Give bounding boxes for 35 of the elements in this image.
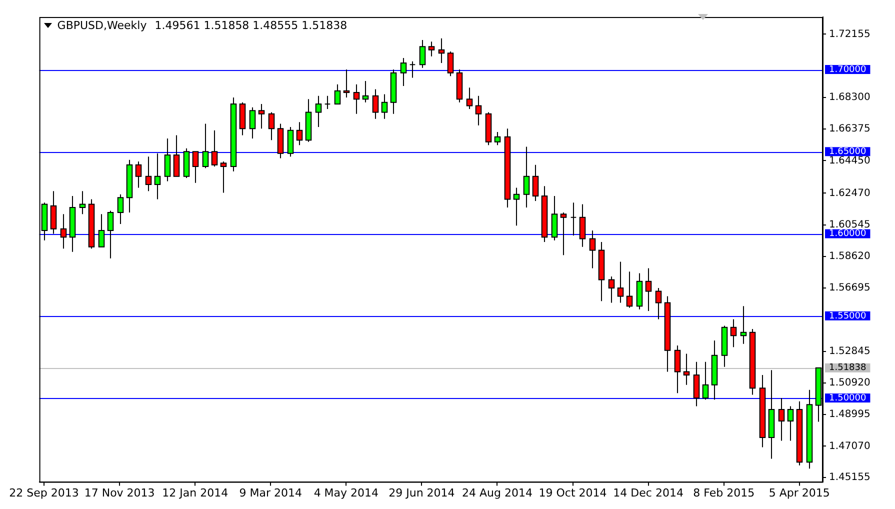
x-tick-label: 12 Jan 2014 — [162, 486, 228, 500]
ref-line-label: 1.65000 — [829, 147, 866, 158]
y-tick-label: 1.66375 — [829, 124, 870, 135]
x-tick-label: 24 Aug 2014 — [462, 486, 532, 500]
x-tick-label: 22 Sep 2013 — [9, 486, 79, 500]
x-tick-label: 29 Jun 2014 — [388, 486, 455, 500]
y-tick-label: 1.60545 — [829, 219, 870, 230]
y-tick-label: 1.62470 — [829, 188, 870, 199]
x-tick-label: 19 Oct 2014 — [538, 486, 607, 500]
ref-line-label: 1.60000 — [829, 229, 866, 240]
x-tick-label: 5 Apr 2015 — [768, 486, 830, 500]
y-tick-label: 1.72155 — [829, 28, 870, 40]
y-tick-label: 1.68300 — [829, 92, 870, 104]
candlestick — [570, 202, 577, 236]
y-tick-label: 1.52845 — [829, 346, 870, 357]
x-tick-label: 9 Mar 2014 — [239, 486, 302, 500]
x-tick-label: 8 Feb 2015 — [693, 486, 755, 500]
chart-title: GBPUSD,Weekly — [57, 18, 148, 32]
x-tick-label: 17 Nov 2013 — [84, 486, 155, 500]
ref-line-label: 1.50000 — [829, 393, 866, 404]
ref-line-label: 1.70000 — [829, 64, 866, 75]
y-tick-label: 1.45155 — [829, 472, 870, 484]
candlestick — [409, 60, 416, 78]
x-tick-label: 4 May 2014 — [314, 486, 379, 500]
y-tick-label: 1.58620 — [829, 251, 870, 262]
candlestick — [324, 95, 331, 110]
y-tick-label: 1.48995 — [829, 409, 870, 420]
x-tick-label: 14 Dec 2014 — [613, 486, 684, 500]
ref-line-label: 1.55000 — [829, 311, 866, 322]
ref-line-label: 1.51838 — [829, 363, 866, 374]
chart-subtitle: 1.49561 1.51858 1.48555 1.51838 — [154, 18, 348, 32]
y-tick-label: 1.56695 — [829, 282, 870, 294]
y-tick-label: 1.64450 — [829, 155, 870, 166]
y-tick-label: 1.50920 — [829, 378, 870, 389]
y-tick-label: 1.47070 — [829, 440, 870, 452]
